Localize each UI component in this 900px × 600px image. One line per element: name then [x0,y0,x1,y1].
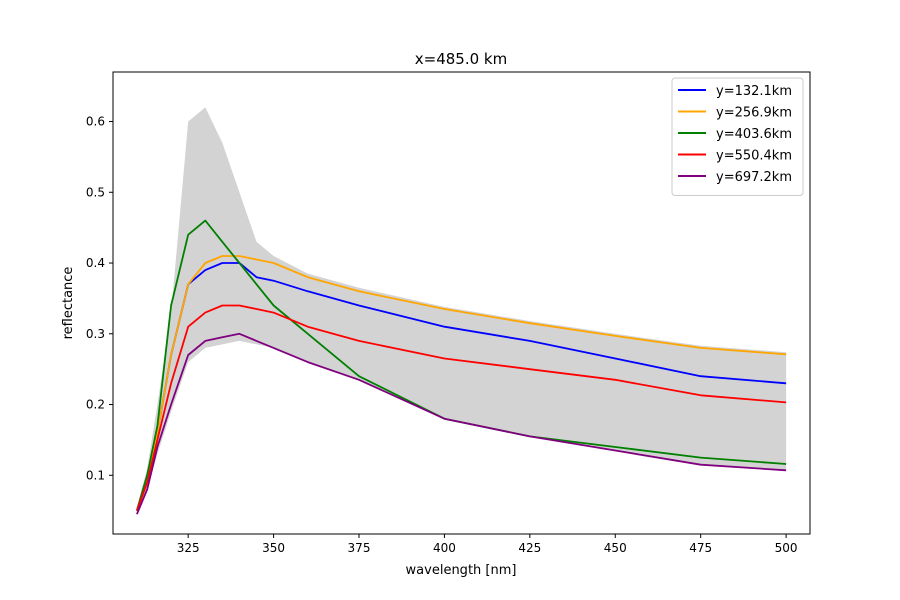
legend-box [671,77,804,196]
series-line-3 [136,219,787,511]
y-axis-label: reflectance [61,267,76,340]
y-tick-label: 0.1 [86,468,105,482]
y-tick-label: 0.5 [86,185,105,199]
legend-label: y=132.1km [716,84,792,99]
legend-label: y=697.2km [716,170,792,185]
plot-frame [112,71,811,535]
y-tick-label: 0.6 [86,115,105,129]
plot-area [136,107,787,515]
x-tick-label: 425 [518,541,541,555]
x-tick-label: 450 [604,541,627,555]
range-band [136,107,787,515]
legend-label: y=256.9km [716,106,792,121]
y-tick-label: 0.4 [86,256,105,270]
y-tick-label: 0.2 [86,398,105,412]
series-line-5 [136,332,787,515]
x-tick-label: 475 [689,541,712,555]
x-tick-label: 400 [433,541,456,555]
y-axis: 0.1 0.2 0.3 0.4 0.5 0.6 [86,115,113,482]
series-line-4 [136,304,787,512]
legend-label: y=403.6km [716,127,792,142]
chart-title: x=485.0 km [415,50,507,68]
x-tick-label: 375 [348,541,371,555]
x-axis: 325 350 375 400 425 450 475 500 [177,534,798,555]
series-line-2 [136,255,787,511]
y-tick-label: 0.3 [86,327,105,341]
x-axis-label: wavelength [nm] [406,563,517,578]
x-tick-label: 325 [177,541,200,555]
x-tick-label: 500 [775,541,798,555]
legend-label: y=550.4km [716,149,792,164]
legend: y=132.1km y=256.9km y=403.6km y=550.4km y=69… [671,77,804,196]
x-tick-label: 350 [262,541,285,555]
